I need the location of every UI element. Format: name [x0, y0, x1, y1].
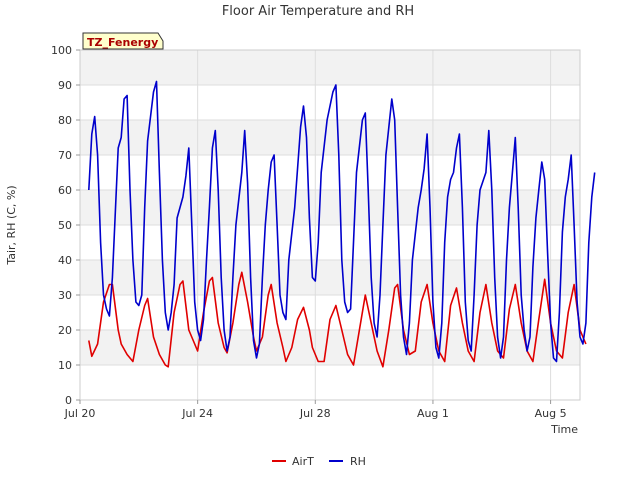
y-tick-label: 0 — [65, 394, 72, 407]
x-tick-label: Jul 20 — [64, 407, 96, 420]
x-tick-label: Jul 24 — [181, 407, 213, 420]
series-line-rh — [88, 80, 596, 363]
y-tick-label: 50 — [58, 219, 72, 232]
annotation-box: TZ_Fenergy — [82, 32, 164, 50]
y-axis-label: Tair, RH (C, %) — [5, 185, 18, 265]
y-tick-label: 80 — [58, 114, 72, 127]
y-tick-label: 60 — [58, 184, 72, 197]
y-tick-label: 20 — [58, 324, 72, 337]
y-tick-label: 30 — [58, 289, 72, 302]
y-tick-label: 100 — [51, 44, 72, 57]
chart-title: Floor Air Temperature and RH — [222, 4, 414, 19]
series-line-airt — [88, 271, 587, 368]
y-tick-label: 70 — [58, 149, 72, 162]
y-tick-label: 90 — [58, 79, 72, 92]
grid-band — [80, 190, 580, 225]
grid-band — [80, 50, 580, 85]
y-tick-label: 10 — [58, 359, 72, 372]
x-tick-label: Aug 5 — [535, 407, 567, 420]
x-axis-ticks: Jul 20 Jul 24 Jul 28 Aug 1 Aug 5 — [64, 400, 567, 420]
x-tick-label: Jul 28 — [299, 407, 331, 420]
legend-label-airt: AirT — [292, 455, 314, 468]
legend-label-rh: RH — [350, 455, 366, 468]
x-axis-label: Time — [550, 423, 578, 436]
y-tick-label: 40 — [58, 254, 72, 267]
y-axis-ticks: 0 10 20 30 40 50 60 70 80 90 100 — [51, 44, 80, 407]
legend: AirT RH — [272, 455, 366, 468]
series-layer — [88, 80, 596, 368]
grid-band — [80, 120, 580, 155]
annotation-label: TZ_Fenergy — [87, 36, 158, 49]
x-tick-label: Aug 1 — [417, 407, 449, 420]
